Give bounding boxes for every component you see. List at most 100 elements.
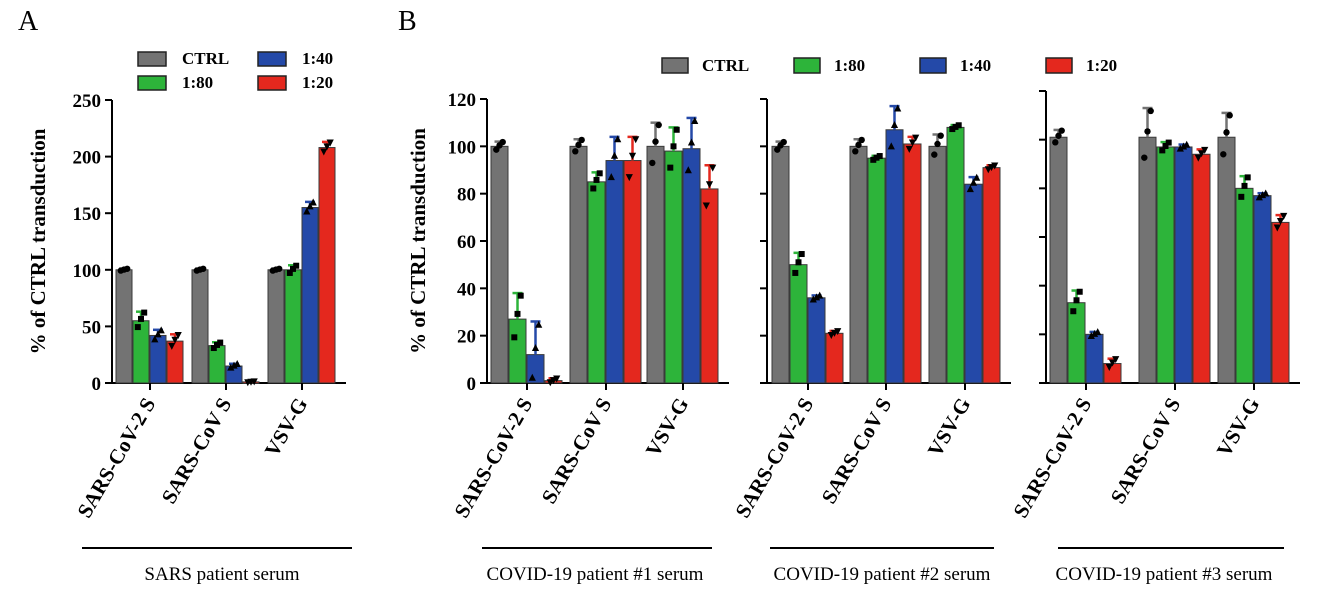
data-point — [1165, 139, 1172, 146]
bar-1-40-sars-cov-2-s — [807, 297, 826, 384]
bar-1-80-sars-cov-s — [867, 157, 886, 384]
bar-ctrl-vsv-g — [267, 269, 285, 384]
data-point — [303, 207, 311, 215]
data-point — [1070, 308, 1077, 315]
y-tick-label: 20 — [457, 327, 476, 348]
data-point — [572, 148, 579, 155]
data-point — [855, 141, 862, 149]
data-point — [233, 359, 241, 367]
group-label: COVID-19 patient #3 serum — [1056, 564, 1273, 585]
legend-swatch-b-ctrl — [661, 57, 689, 74]
data-point — [649, 159, 656, 167]
bar-ctrl-sars-cov-2-s — [490, 145, 509, 384]
data-point — [1183, 140, 1191, 148]
data-point — [217, 339, 224, 346]
plot-2: 0 20 40 60 80 100 120 % of CTRL transduction SAR… — [406, 90, 729, 585]
bar-ctrl-sars-cov-s — [1138, 136, 1157, 384]
data-point — [535, 320, 543, 328]
bar-1-20-vsv-g — [318, 147, 336, 384]
data-point — [709, 164, 717, 172]
plot-1: 0 50 100 150 200 250 % of CTRL transduction SAR… — [26, 91, 352, 585]
bar-ctrl-sars-cov-2-s — [771, 145, 790, 384]
legend-label-1-80: 1:80 — [182, 73, 213, 92]
panel-label-b: B — [398, 6, 417, 37]
data-point — [607, 173, 615, 181]
data-point — [200, 265, 207, 272]
data-point — [306, 202, 314, 210]
data-point — [955, 122, 962, 129]
data-point — [286, 269, 293, 276]
data-point — [625, 174, 633, 182]
data-point — [1197, 150, 1206, 158]
data-point — [949, 126, 956, 133]
panel-label-a: A — [18, 6, 39, 37]
data-point — [816, 291, 824, 299]
data-point — [575, 141, 582, 149]
bar-1-40-sars-cov-s — [885, 129, 904, 384]
legend-swatch-b-1-20 — [1045, 57, 1073, 74]
data-point — [578, 136, 585, 144]
data-point — [702, 202, 710, 210]
bar-1-40-vsv-g — [682, 148, 701, 384]
group-label: COVID-19 patient #1 serum — [487, 564, 704, 585]
data-point — [667, 164, 674, 171]
data-point — [1159, 147, 1166, 154]
bar-ctrl-sars-cov-2-s — [1049, 136, 1068, 384]
data-point — [937, 132, 944, 139]
y-tick-label: 250 — [73, 91, 102, 112]
data-point — [1052, 139, 1059, 146]
plot-4: SARS-CoV-2 S SARS-CoV S VSV-G COVID-19 pati… — [1008, 90, 1300, 585]
data-point — [1220, 151, 1227, 158]
data-point — [952, 123, 959, 130]
bar-1-20-vsv-g — [1271, 221, 1290, 384]
data-point — [969, 178, 978, 186]
data-point — [894, 104, 902, 112]
data-point — [1226, 112, 1233, 119]
data-point — [1073, 297, 1080, 304]
bar-1-80-sars-cov-2-s — [1067, 302, 1086, 384]
data-point — [1094, 328, 1102, 336]
data-point — [834, 328, 842, 336]
data-point — [610, 151, 619, 159]
data-point — [870, 156, 877, 163]
data-point — [141, 309, 148, 316]
legend-panel-a: CTRL 1:80 1:40 1:20 — [137, 49, 333, 92]
data-point — [323, 143, 331, 151]
bar-1-20-sars-cov-s — [1192, 153, 1211, 384]
y-axis-label: % of CTRL transduction — [26, 128, 50, 354]
bar-ctrl-sars-cov-2-s — [115, 269, 133, 384]
data-point — [670, 143, 677, 150]
bar-ctrl-vsv-g — [1217, 136, 1236, 384]
bar-1-20-vsv-g — [700, 188, 719, 384]
data-point — [852, 148, 859, 155]
data-point — [157, 326, 165, 334]
data-point — [966, 185, 974, 193]
data-point — [590, 185, 597, 192]
legend-label-b-1-20: 1:20 — [1086, 56, 1117, 75]
data-point — [887, 142, 895, 150]
data-point — [691, 117, 699, 125]
category-label: SARS-CoV S — [157, 394, 237, 508]
category-label: SARS-CoV S — [537, 394, 617, 508]
data-point — [593, 176, 600, 183]
data-point — [1223, 129, 1230, 136]
data-point — [214, 341, 220, 348]
legend-label-ctrl: CTRL — [182, 49, 229, 68]
data-point — [1241, 182, 1248, 189]
bar-1-80-sars-cov-s — [587, 181, 606, 384]
category-label: SARS-CoV S — [817, 394, 897, 508]
bar-1-20-sars-cov-s — [623, 160, 642, 384]
data-point — [973, 173, 981, 181]
category-label: SARS-CoV S — [1106, 394, 1186, 508]
data-point — [687, 138, 696, 146]
y-tick-label: 40 — [457, 279, 476, 300]
bar-1-80-vsv-g — [284, 269, 302, 384]
bar-1-80-vsv-g — [946, 126, 965, 384]
bar-1-20-sars-cov-2-s — [825, 332, 844, 384]
data-point — [531, 343, 540, 351]
data-point — [171, 336, 179, 344]
data-point — [1201, 146, 1209, 154]
group-label: COVID-19 patient #2 serum — [774, 564, 991, 585]
bar-1-20-vsv-g — [982, 167, 1001, 384]
y-tick-label: 50 — [82, 317, 101, 338]
